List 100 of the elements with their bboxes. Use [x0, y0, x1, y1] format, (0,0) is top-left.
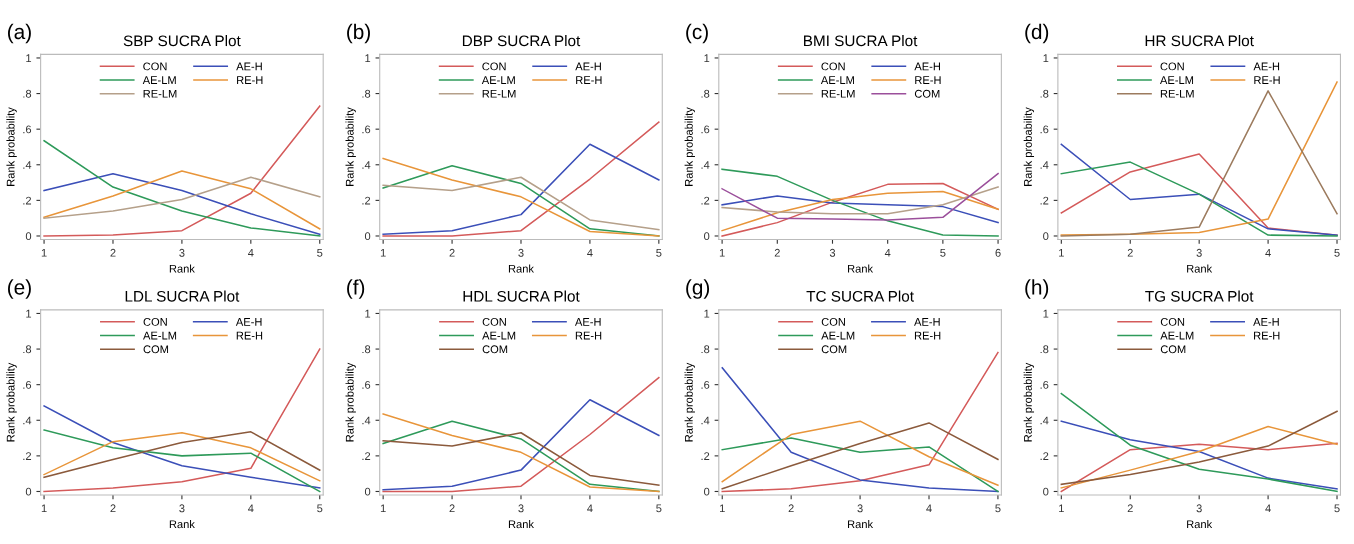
legend-label: CON [482, 317, 506, 326]
text: (d) [1025, 23, 1049, 44]
y-tick-label: .2 [23, 452, 32, 460]
x-tick-label: 5 [995, 504, 1001, 513]
y-tick-label: .4 [362, 161, 371, 169]
x-tick-label: 2 [449, 504, 455, 513]
text: (b) [347, 23, 370, 44]
legend-label: CON [821, 62, 845, 71]
y-tick-label: 1 [704, 54, 710, 62]
y-tick-label: 1 [365, 54, 371, 62]
y-axis-title: Rank probability [345, 362, 356, 442]
x-tick-label: 5 [317, 248, 323, 257]
x-tick-label: 4 [587, 248, 593, 257]
x-tick-label: 1 [1059, 248, 1064, 257]
y-tick-label: .6 [1040, 380, 1049, 389]
chart-title: DBP SUCRA Plot [462, 35, 581, 47]
y-tick-label: 0 [704, 232, 710, 241]
y-axis-title: Rank probability [6, 362, 17, 442]
line-series [721, 186, 999, 215]
legend-label: AE-LM [1160, 331, 1194, 340]
legend-label: AE-LM [821, 331, 855, 340]
x-tick-label: 2 [1127, 504, 1133, 513]
y-tick-label: .2 [362, 452, 371, 460]
x-tick-label: 3 [857, 504, 863, 513]
y-tick-label: .2 [1040, 452, 1049, 460]
y-axis-title: Rank probability [345, 107, 356, 186]
x-axis-title: Rank [1187, 519, 1213, 529]
chart-title: LDL SUCRA Plot [125, 290, 240, 302]
x-tick-label: 5 [940, 248, 946, 257]
y-tick-label: 0 [704, 487, 710, 496]
x-tick-label: 3 [179, 504, 185, 513]
y-tick-label: .6 [701, 380, 710, 389]
line-series [43, 405, 321, 489]
x-tick-label: 1 [41, 248, 47, 257]
legend-label: AE-LM [481, 76, 515, 84]
x-tick-label: 3 [1196, 504, 1202, 513]
x-tick-label: 5 [317, 504, 323, 513]
text: (a) [8, 23, 31, 44]
legend-label: CON [143, 317, 167, 326]
y-tick-label: 0 [1043, 232, 1049, 241]
y-tick-label: 1 [26, 309, 32, 318]
legend-label: AE-H [574, 318, 601, 326]
x-tick-label: 3 [1196, 248, 1202, 257]
legend-label: CON [482, 62, 506, 71]
legend-label: CON [1160, 62, 1184, 71]
legend-label: AE-LM [820, 76, 854, 84]
y-axis-title: Rank probability [684, 107, 695, 186]
legend-label: COM [143, 345, 169, 354]
x-tick-label: 4 [247, 504, 254, 513]
x-tick-label: 3 [829, 248, 836, 257]
legend-label: CON [143, 62, 167, 71]
x-axis-title: Rank [508, 519, 534, 529]
y-axis-title: Rank probability [1023, 362, 1035, 442]
y-tick-label: .6 [362, 380, 371, 389]
legend-label: RE-H [236, 331, 263, 340]
chart-title: SBP SUCRA Plot [123, 35, 241, 47]
y-tick-label: .8 [701, 89, 710, 98]
legend-label: RE-LM [482, 89, 516, 98]
x-axis-title: Rank [848, 264, 874, 273]
x-tick-label: 2 [449, 248, 455, 257]
line-series [382, 431, 660, 487]
x-tick-label: 5 [1334, 248, 1340, 257]
text: (f) [347, 279, 365, 299]
legend-label: RE-H [575, 331, 602, 340]
text: (h) [1025, 279, 1049, 299]
x-tick-label: 5 [656, 504, 662, 513]
chart-title: TC SUCRA Plot [806, 290, 914, 302]
x-tick-label: 1 [720, 504, 725, 513]
y-tick-label: .4 [23, 161, 32, 169]
line-series [43, 105, 321, 237]
line-series [721, 190, 999, 232]
y-tick-label: .8 [23, 89, 32, 98]
y-tick-label: .2 [23, 196, 32, 205]
y-tick-label: 0 [25, 232, 32, 241]
x-axis-title: Rank [848, 519, 874, 529]
x-tick-label: 1 [380, 504, 386, 513]
y-tick-label: .2 [701, 196, 710, 205]
chart-title: HDL SUCRA Plot [463, 290, 580, 302]
x-axis-title: Rank [508, 264, 534, 273]
x-tick-label: 1 [719, 248, 725, 257]
text: (c) [686, 23, 708, 44]
x-tick-label: 1 [380, 248, 386, 257]
text: (e) [8, 279, 31, 299]
y-tick-label: .4 [701, 416, 710, 425]
y-tick-label: 1 [26, 54, 32, 62]
x-tick-label: 4 [1265, 504, 1271, 513]
line-series [43, 176, 321, 219]
legend-label: AE-H [575, 62, 601, 71]
y-tick-label: .8 [1040, 345, 1049, 354]
chart-title: TG SUCRA Plot [1145, 290, 1254, 302]
legend-label: RE-H [576, 76, 602, 84]
chart-title: HR SUCRA Plot [1145, 35, 1254, 47]
line-series [382, 399, 660, 491]
legend-label: AE-H [236, 62, 262, 71]
chart-title: BMI SUCRA Plot [804, 35, 918, 47]
x-tick-label: 4 [884, 248, 891, 257]
legend-label: CON [821, 317, 845, 326]
x-tick-label: 3 [518, 248, 524, 257]
legend-label: AE-LM [143, 331, 177, 340]
y-tick-label: .4 [1040, 416, 1049, 425]
